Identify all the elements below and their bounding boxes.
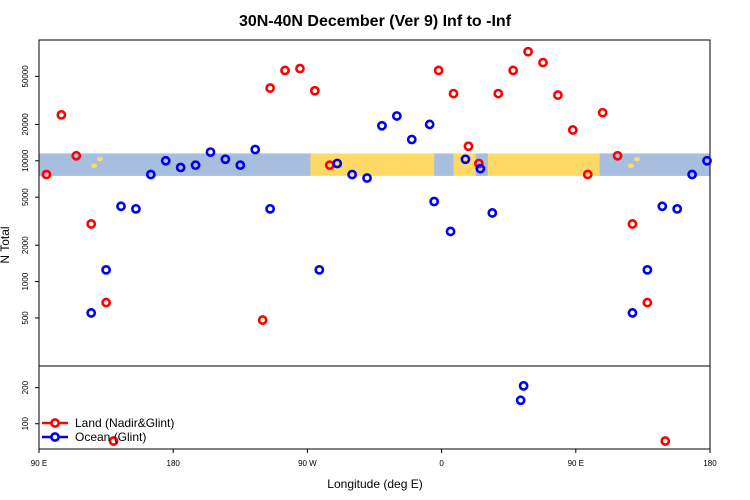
ocean-point (116, 201, 126, 212)
land-point (473, 158, 484, 169)
land-point (265, 83, 276, 93)
land-point (582, 169, 593, 180)
land-point (101, 297, 111, 308)
ocean-point (627, 308, 638, 318)
upper-y-axis: 500 1000 2000 5000 10000 20000 50000 (21, 65, 39, 325)
land-point (642, 297, 653, 308)
ocean-point (190, 160, 201, 171)
map-island (633, 156, 640, 162)
legend-marker (50, 418, 60, 428)
y-tick-label: 5000 (21, 188, 30, 206)
ocean-point (235, 160, 246, 171)
data-points (41, 46, 712, 446)
ocean-point (475, 163, 486, 174)
land-point (433, 65, 444, 76)
ocean-point (314, 264, 325, 275)
land-point (71, 150, 82, 161)
ocean-point (672, 203, 683, 214)
x-tick-label: 0 (439, 459, 444, 468)
y-axis-label: N Total (0, 226, 12, 263)
upper-panel-frame (38, 39, 711, 367)
ocean-point (424, 119, 435, 130)
ocean-point (131, 203, 141, 214)
ocean-point (205, 147, 216, 158)
map-island (97, 156, 104, 162)
map-island (91, 163, 98, 168)
land-point (41, 169, 52, 180)
land-point (627, 219, 638, 229)
land-point (257, 315, 268, 325)
land-point (56, 109, 67, 120)
y-tick-label: 200 (21, 380, 30, 394)
land-point (538, 57, 548, 68)
land-point (523, 46, 533, 57)
map-ocean-region (39, 153, 311, 176)
land-point (508, 65, 519, 76)
ocean-point (460, 154, 471, 165)
x-tick-label: 90 W (298, 459, 317, 468)
chart-title: 30N-40N December (Ver 9) Inf to -Inf (239, 13, 512, 30)
ocean-point (391, 111, 402, 121)
y-tick-label: 20000 (21, 113, 30, 136)
ocean-point-lower (518, 380, 529, 391)
legend-label: Ocean (Glint) (75, 430, 146, 444)
world-map-strip (39, 153, 710, 176)
y-tick-label: 2000 (21, 236, 30, 254)
legend-marker (50, 432, 60, 442)
ocean-point (86, 308, 97, 318)
ocean-point (487, 208, 498, 218)
y-tick-label: 1000 (21, 272, 30, 290)
ocean-point (445, 226, 456, 237)
y-tick-label: 50000 (21, 65, 30, 88)
ocean-point (160, 155, 171, 166)
ocean-point (406, 134, 417, 145)
land-point (567, 125, 578, 135)
ocean-point (642, 264, 653, 275)
land-point-lower (660, 436, 671, 446)
ocean-point-lower (515, 395, 526, 406)
ocean-point (657, 201, 668, 212)
land-point (612, 150, 623, 161)
land-point (280, 65, 290, 76)
map-island (627, 163, 634, 168)
ocean-point (332, 158, 343, 169)
x-axis: 90 E 180 90 W 0 90 E 180 (31, 449, 717, 468)
land-point-lower (108, 436, 119, 446)
x-tick-label: 90 E (568, 459, 584, 468)
y-tick-label: 100 (21, 417, 30, 431)
ocean-point (101, 264, 111, 275)
land-point (553, 90, 563, 100)
land-point (295, 63, 305, 74)
ocean-point (175, 162, 186, 173)
x-tick-label: 180 (703, 459, 717, 468)
land-point (463, 141, 474, 152)
ocean-point (250, 144, 261, 155)
ocean-point (265, 203, 276, 214)
ocean-point (429, 196, 440, 207)
legend-label: Land (Nadir&Glint) (75, 416, 174, 430)
land-point (86, 219, 97, 229)
land-point (309, 85, 320, 96)
y-tick-label: 10000 (21, 149, 30, 172)
x-tick-label: 90 E (31, 459, 47, 468)
map-ocean-region (434, 153, 454, 176)
ocean-point (220, 154, 231, 165)
y-tick-label: 500 (21, 311, 30, 325)
land-point (597, 107, 608, 118)
legend: Land (Nadir&Glint)Ocean (Glint) (42, 416, 174, 444)
ocean-point (362, 173, 372, 183)
ocean-point (702, 155, 712, 166)
ocean-point (145, 169, 156, 180)
lower-panel-frame (38, 365, 711, 450)
ocean-point (347, 169, 358, 180)
land-point (493, 88, 504, 99)
lower-y-axis: 100 200 (21, 380, 39, 430)
ocean-point (687, 169, 698, 180)
x-axis-label: Longitude (deg E) (327, 477, 422, 491)
land-point (448, 88, 459, 99)
ocean-point (377, 120, 387, 131)
map-ocean-region (599, 153, 710, 176)
x-tick-label: 180 (167, 459, 181, 468)
